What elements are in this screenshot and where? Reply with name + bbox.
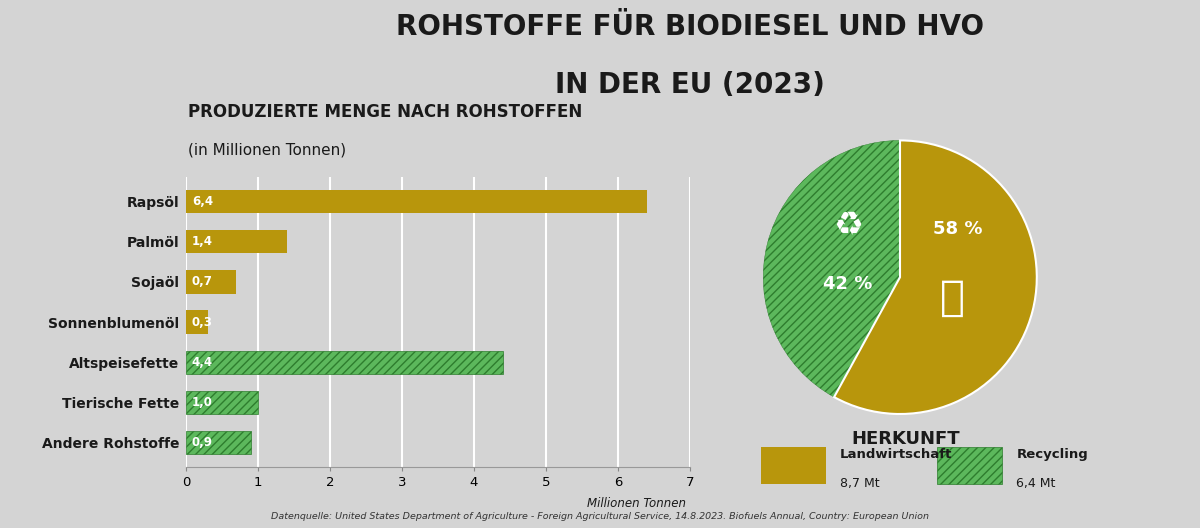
Text: Millionen Tonnen: Millionen Tonnen: [588, 497, 686, 510]
Text: 0,9: 0,9: [192, 436, 212, 449]
Text: 42 %: 42 %: [823, 275, 872, 293]
Text: ROHSTOFFE FÜR BIODIESEL UND HVO: ROHSTOFFE FÜR BIODIESEL UND HVO: [396, 13, 984, 41]
Text: (in Millionen Tonnen): (in Millionen Tonnen): [188, 143, 347, 157]
Wedge shape: [763, 140, 900, 397]
Text: 0,7: 0,7: [192, 276, 212, 288]
Text: Recycling: Recycling: [1016, 448, 1088, 460]
Text: PRODUZIERTE MENGE NACH ROHSTOFFEN: PRODUZIERTE MENGE NACH ROHSTOFFEN: [188, 103, 583, 121]
Text: 4,4: 4,4: [192, 356, 212, 369]
Text: 6,4 Mt: 6,4 Mt: [1016, 477, 1056, 490]
Bar: [186, 190, 647, 213]
Bar: [186, 351, 503, 374]
Wedge shape: [834, 140, 1037, 414]
Text: Datenquelle: United States Department of Agriculture - Foreign Agricultural Serv: Datenquelle: United States Department of…: [271, 512, 929, 521]
Text: 58 %: 58 %: [932, 220, 983, 238]
Bar: [186, 391, 258, 414]
Text: 1,0: 1,0: [192, 396, 212, 409]
Bar: [186, 431, 251, 454]
Text: 8,7 Mt: 8,7 Mt: [840, 477, 880, 490]
Text: HERKUNFT: HERKUNFT: [852, 430, 960, 448]
Text: ♻: ♻: [833, 209, 863, 242]
Bar: [761, 447, 826, 484]
Bar: [186, 310, 208, 334]
Text: Landwirtschaft: Landwirtschaft: [840, 448, 953, 460]
Bar: [937, 447, 1002, 484]
Text: IN DER EU (2023): IN DER EU (2023): [556, 71, 824, 99]
Text: 🌾: 🌾: [940, 277, 965, 319]
Text: 1,4: 1,4: [192, 235, 212, 248]
Bar: [186, 270, 236, 294]
Text: 0,3: 0,3: [192, 316, 212, 328]
Text: 6,4: 6,4: [192, 195, 212, 208]
Bar: [186, 230, 287, 253]
